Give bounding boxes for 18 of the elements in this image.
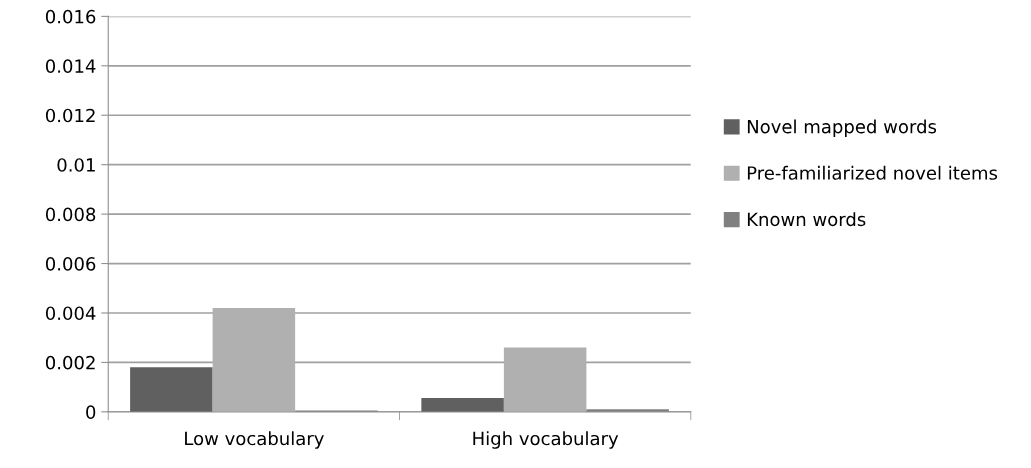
- legend-label: Pre-familiarized novel items: [747, 165, 998, 180]
- y-tick-label: 0.012: [45, 108, 95, 123]
- y-tick-label: 0: [86, 405, 96, 419]
- y-tick-label: 0.01: [57, 158, 95, 172]
- y-tick-label: 0.014: [45, 59, 96, 73]
- x-tick-label: Low vocabulary: [185, 431, 324, 449]
- bar: [212, 308, 296, 412]
- bar: [503, 347, 587, 412]
- legend-label: Novel mapped words: [747, 119, 937, 137]
- y-tick-label: 0.008: [45, 207, 96, 222]
- y-tick-label: 0.006: [45, 257, 96, 271]
- bar: [130, 367, 213, 412]
- y-tick-label: 0.016: [45, 9, 96, 24]
- y-tick-label: 0.002: [45, 355, 95, 370]
- bar: [421, 398, 504, 412]
- x-tick-label: High vocabulary: [473, 431, 619, 449]
- legend-label: Known words: [747, 212, 866, 227]
- y-tick-label: 0.004: [45, 306, 96, 321]
